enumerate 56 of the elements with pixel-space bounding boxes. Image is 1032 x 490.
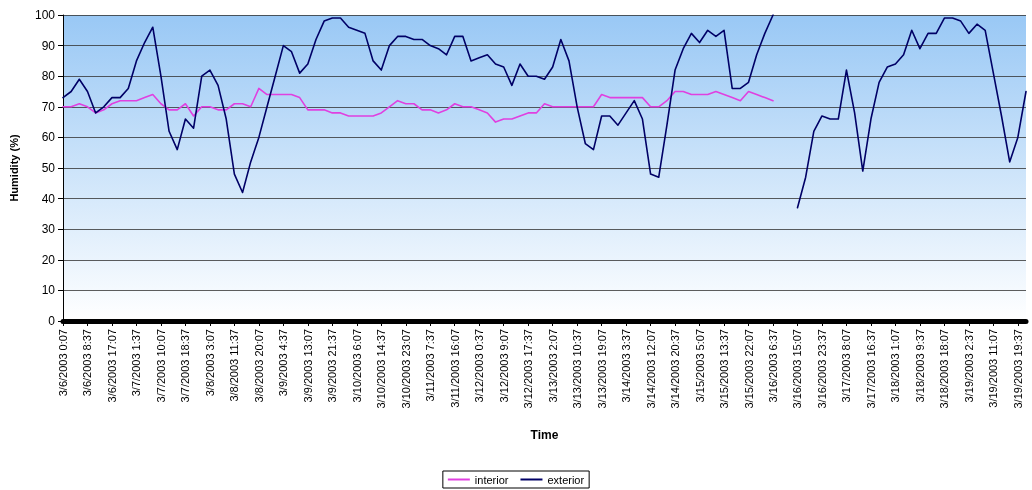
x-tick-label: 3/18/2003 1:07: [889, 329, 902, 403]
line-series: [62, 87, 774, 123]
x-tick-label: 3/19/2003 19:37: [1011, 329, 1024, 409]
x-tick-label: 3/7/2003 1:37: [130, 329, 143, 397]
x-tick-label: 3/10/2003 23:07: [399, 329, 412, 409]
x-tick-label: 3/15/2003 5:07: [693, 329, 706, 403]
x-tick-label: 3/15/2003 22:07: [742, 329, 755, 409]
x-tick-label: 3/11/2003 16:07: [448, 329, 461, 408]
y-axis-title: Humidity (%): [7, 134, 20, 202]
x-tick-label: 3/7/2003 18:37: [179, 329, 192, 403]
legend-label: interior: [474, 473, 509, 486]
x-tick-label: 3/15/2003 13:37: [718, 329, 731, 409]
x-tick-label: 3/19/2003 2:37: [962, 329, 975, 403]
x-tick-label: 3/13/2003 10:37: [571, 329, 584, 409]
x-tick-label: 3/6/2003 8:37: [81, 329, 94, 397]
x-tick-label: 3/10/2003 6:07: [350, 329, 363, 403]
x-tick-label: 3/8/2003 20:07: [252, 329, 265, 403]
y-tick-label: 70: [41, 99, 56, 114]
x-tick-label: 3/6/2003 17:07: [105, 329, 118, 403]
y-tick-label: 40: [41, 191, 56, 206]
x-tick-label: 3/19/2003 11:07: [987, 329, 1000, 408]
x-tick-label: 3/13/2003 19:07: [595, 329, 608, 409]
y-tick-label: 50: [41, 161, 56, 175]
x-tick-label: 3/6/2003 0:07: [57, 329, 69, 397]
x-tick-label: 3/8/2003 11:37: [228, 329, 241, 402]
x-tick-label: 3/17/2003 8:07: [840, 329, 853, 403]
y-tick-label: 100: [34, 8, 56, 22]
y-tick-label: 10: [41, 283, 56, 298]
x-tick-label: 3/12/2003 17:37: [522, 329, 535, 409]
x-tick-label: 3/13/2003 2:07: [546, 329, 559, 403]
x-tick-label: 3/9/2003 21:37: [326, 329, 339, 403]
x-tick-label: 3/14/2003 12:07: [644, 329, 657, 409]
y-tick-label: 80: [41, 69, 56, 84]
x-tick-label: 3/9/2003 13:07: [301, 329, 314, 403]
y-tick-label: 30: [41, 222, 56, 237]
y-tick-label: 20: [41, 252, 56, 267]
x-tick-label: 3/12/2003 9:07: [497, 329, 510, 403]
x-tick-label: 3/7/2003 10:07: [154, 329, 167, 403]
x-tick-label: 3/16/2003 6:37: [767, 329, 780, 403]
x-tick-label: 3/12/2003 0:37: [473, 329, 486, 403]
x-axis-title: Time: [530, 428, 559, 442]
x-tick-label: 3/8/2003 3:07: [203, 329, 216, 397]
x-tick-label: 3/17/2003 16:37: [864, 329, 877, 409]
x-tick-label: 3/18/2003 9:37: [913, 329, 926, 403]
x-tick-label: 3/11/2003 7:37: [424, 329, 437, 402]
x-tick-label: 3/18/2003 18:07: [938, 329, 951, 409]
x-tick-label: 3/14/2003 3:37: [620, 329, 633, 403]
legend-label: exterior: [547, 473, 585, 486]
x-tick-label: 3/9/2003 4:37: [277, 329, 290, 397]
y-tick-label: 60: [41, 130, 56, 145]
x-tick-label: 3/10/2003 14:37: [375, 329, 388, 409]
x-tick-label: 3/16/2003 15:07: [791, 329, 804, 409]
y-tick-label: 0: [48, 314, 56, 328]
y-tick-label: 90: [41, 38, 56, 53]
x-tick-label: 3/16/2003 23:37: [815, 329, 828, 409]
x-tick-label: 3/14/2003 20:37: [669, 329, 682, 409]
